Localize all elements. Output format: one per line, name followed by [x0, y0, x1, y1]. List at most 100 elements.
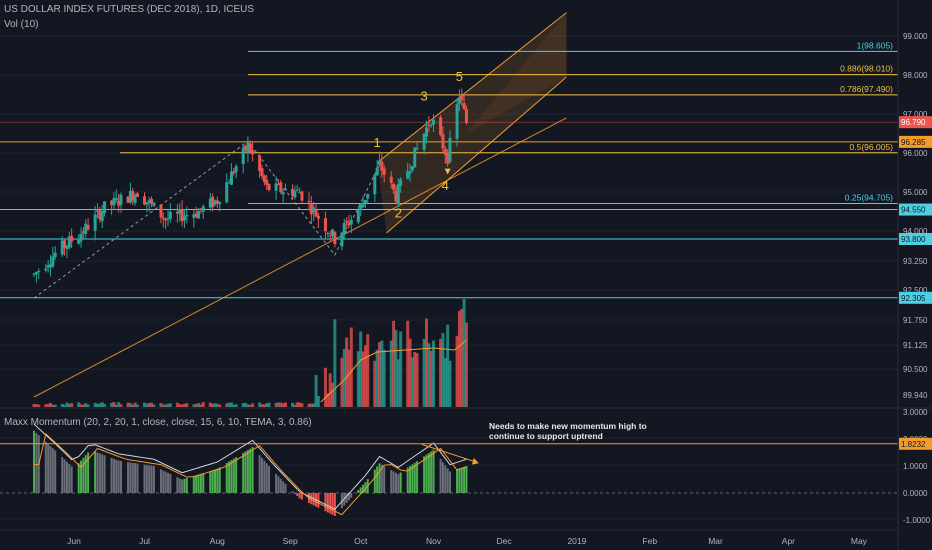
candle-body: [161, 217, 165, 219]
candle-body: [168, 211, 172, 220]
volume-bar: [147, 402, 151, 407]
annotation-arrow-line: [421, 443, 477, 463]
candle-body: [422, 133, 426, 150]
volume-bar: [166, 403, 170, 407]
candle-body: [396, 184, 400, 205]
volume-bar: [361, 351, 365, 407]
volume-bar: [37, 404, 41, 407]
price-label-box: [899, 203, 932, 216]
annotation-line-1: Needs to make new momentum high to: [489, 421, 647, 431]
volume-bar: [182, 403, 186, 407]
momentum-bar: [296, 493, 299, 496]
volume-bar: [378, 342, 381, 407]
volume-bar: [225, 403, 229, 407]
momentum-bar: [131, 462, 134, 493]
momentum-bar: [162, 470, 165, 493]
candle-body: [312, 207, 316, 213]
volume-bar: [382, 349, 386, 407]
candle-body: [413, 147, 417, 168]
candle-body: [227, 182, 231, 184]
volume-bar: [168, 403, 172, 407]
volume-bar: [241, 403, 245, 407]
volume-bar: [415, 353, 419, 407]
candle-body: [293, 191, 297, 198]
momentum-bar: [159, 469, 162, 493]
candle-body: [135, 193, 139, 197]
candle-body: [333, 232, 337, 244]
candle-body: [197, 211, 201, 219]
momentum-bar: [143, 464, 146, 493]
volume-bar: [100, 402, 104, 407]
volume-bar: [103, 403, 107, 407]
candle-body: [150, 198, 154, 204]
momentum-bar: [463, 466, 466, 493]
volume-bar: [46, 403, 50, 407]
candle-body: [439, 117, 443, 135]
momentum-bar: [277, 476, 280, 493]
momentum-bar: [399, 472, 402, 493]
momentum-bar: [329, 493, 332, 514]
candle-body: [298, 192, 302, 194]
momentum-bar: [331, 493, 334, 515]
momentum-bar: [362, 484, 365, 493]
volume-bar: [347, 349, 351, 407]
momentum-bar: [251, 447, 254, 493]
volume-bar: [281, 403, 285, 407]
volume-bar: [396, 359, 400, 407]
momentum-bar: [35, 433, 38, 493]
momentum-bar: [199, 473, 202, 493]
momentum-annotation: Needs to make new momentum high to conti…: [489, 421, 647, 441]
momentum-bar: [460, 467, 463, 493]
momentum-bar: [465, 466, 468, 493]
volume-bar: [135, 404, 139, 407]
time-axis-tick: Feb: [642, 536, 657, 546]
momentum-bar: [261, 457, 263, 493]
momentum-bar: [446, 468, 449, 493]
candle-body: [46, 265, 50, 268]
momentum-bar: [284, 483, 287, 493]
candle-body: [291, 188, 295, 196]
candle-body: [192, 214, 196, 218]
candle-body: [65, 245, 69, 249]
price-label-box: [899, 116, 932, 129]
candle-body: [366, 193, 370, 199]
volume-bar: [464, 322, 468, 407]
candle-body: [326, 232, 330, 235]
volume-bar: [229, 402, 233, 407]
candle-body: [389, 176, 393, 183]
price-axis-tick: 99.000: [903, 32, 928, 41]
momentum-bar: [380, 464, 383, 493]
volume-bar: [413, 351, 417, 407]
candle-body: [229, 171, 233, 185]
volume-bar: [93, 402, 97, 407]
candle-body: [427, 124, 431, 126]
momentum-bar: [94, 451, 97, 493]
candle-body: [128, 190, 132, 203]
fib-level-label: 0.786(97.490): [840, 84, 893, 94]
candle-body: [201, 206, 205, 212]
volume-ma-line: [320, 339, 467, 403]
volume-bar: [218, 404, 222, 407]
volume-bar: [328, 373, 332, 407]
candle-body: [457, 97, 461, 104]
wave-label-4: 4: [442, 178, 449, 193]
momentum-bar: [244, 451, 247, 493]
volume-bar: [79, 404, 83, 407]
momentum-bar: [291, 491, 294, 493]
candle-body: [392, 183, 396, 190]
volume-bar: [180, 404, 184, 407]
volume-bar: [427, 343, 431, 407]
momentum-bar: [150, 465, 153, 493]
candle-body: [213, 200, 217, 205]
price-label-box: [899, 135, 932, 148]
candle-body: [100, 211, 104, 221]
momentum-bar: [68, 464, 71, 493]
volume-bar: [53, 404, 57, 407]
momentum-bar: [65, 461, 68, 493]
volume-bar: [131, 404, 135, 407]
candle-body: [448, 137, 452, 162]
candle-body: [70, 235, 74, 242]
candle-body: [67, 236, 71, 248]
momentum-bar: [185, 478, 188, 493]
